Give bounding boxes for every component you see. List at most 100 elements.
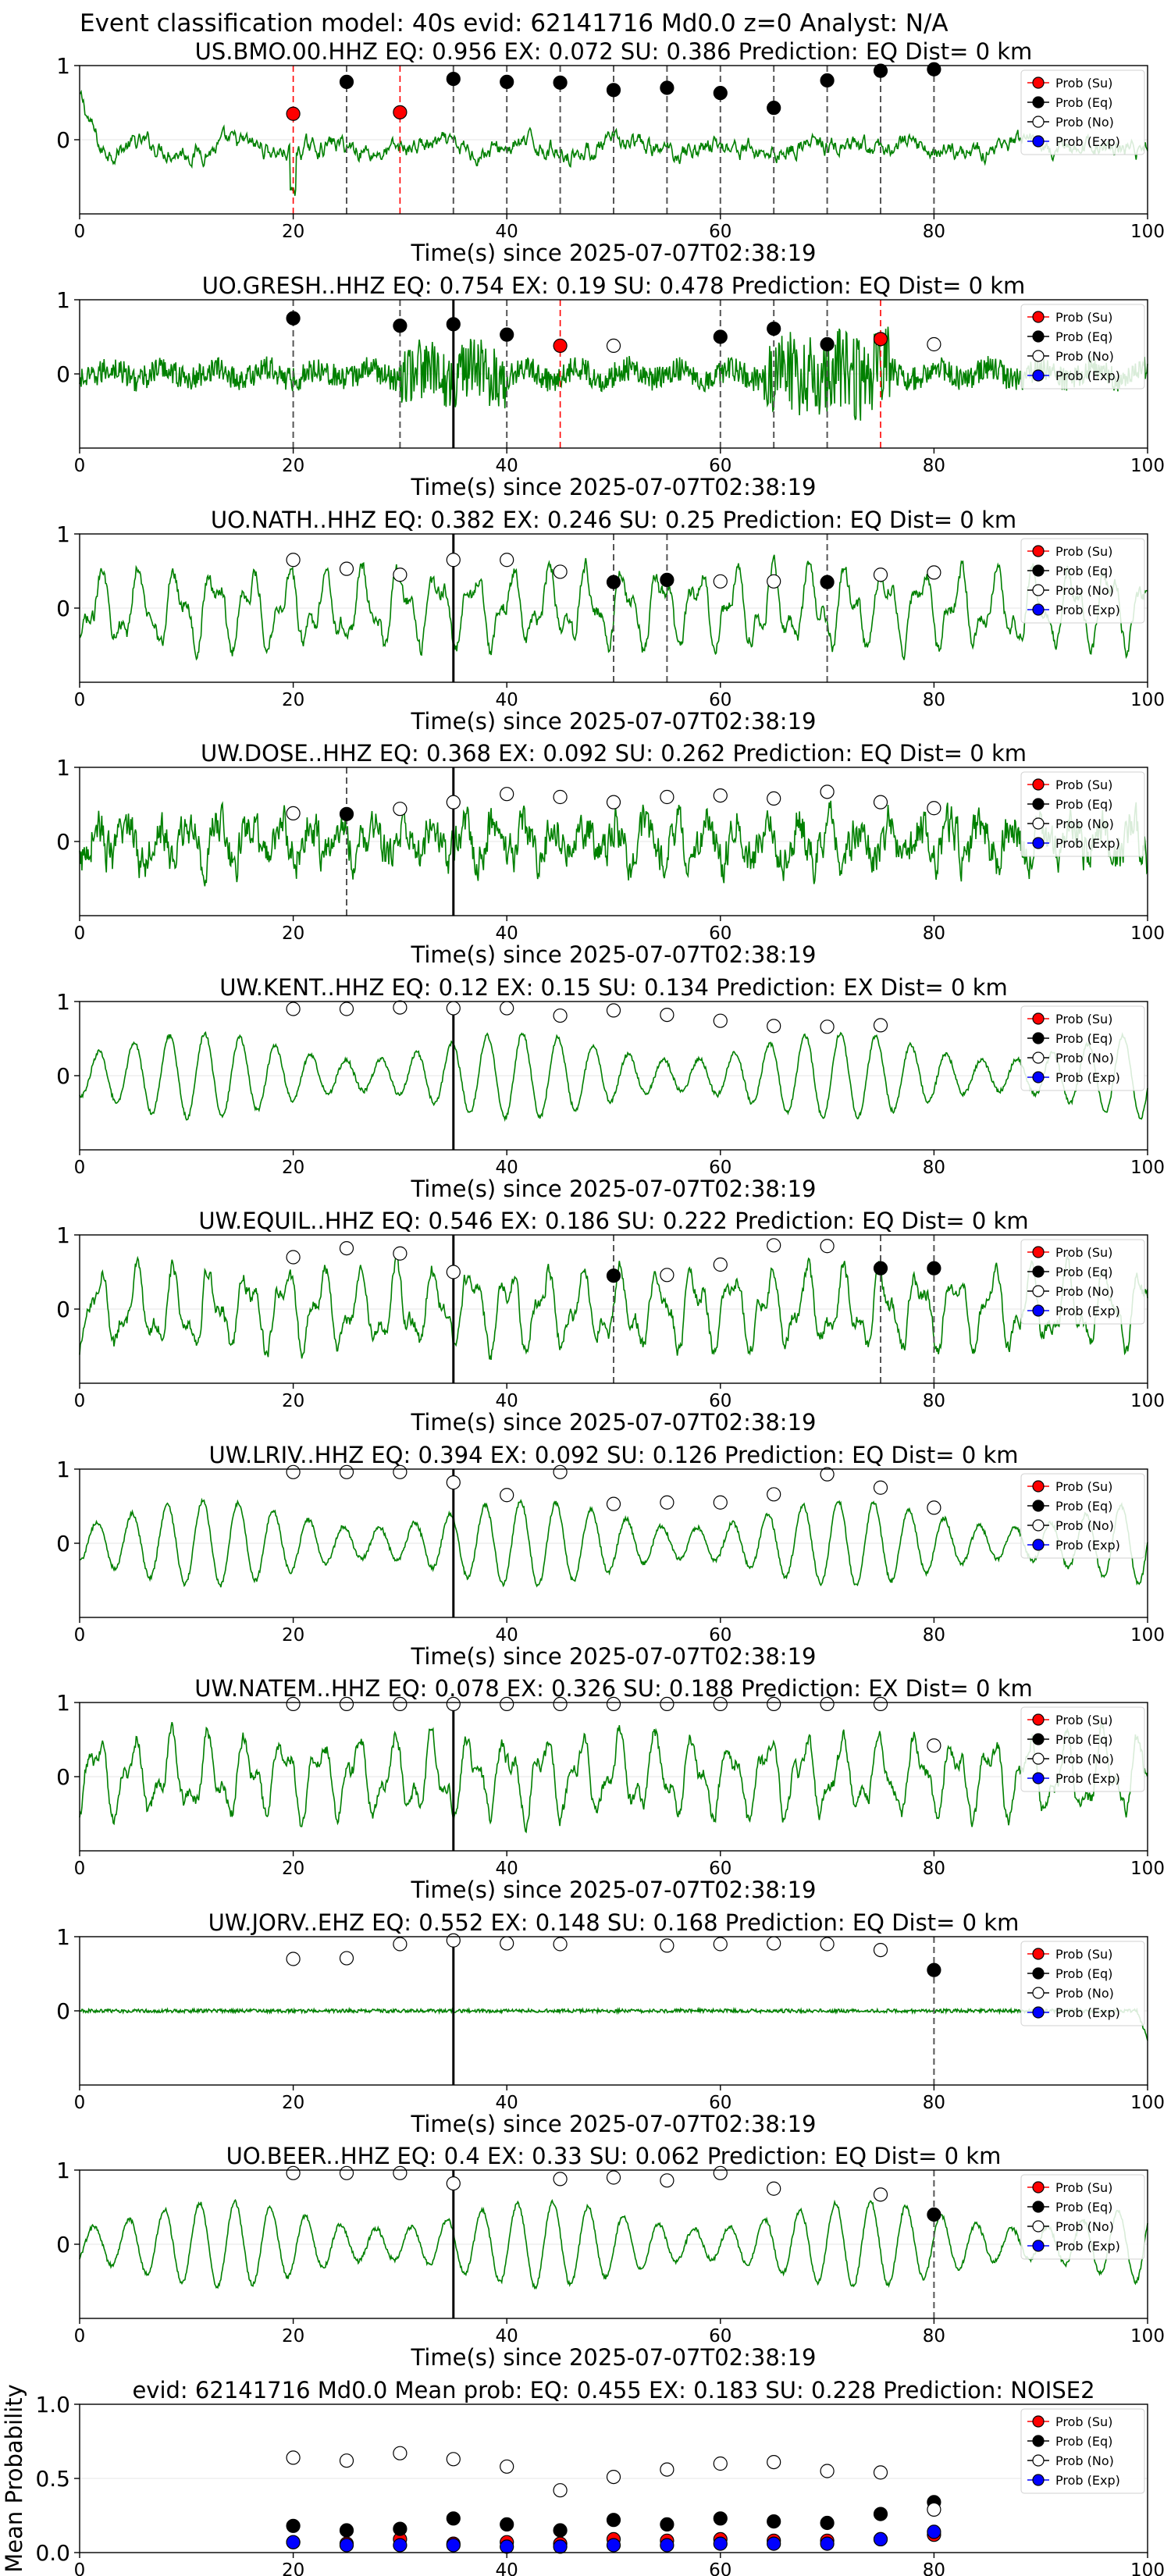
noise-prob-point (393, 1464, 408, 1479)
noise-prob-point (713, 1696, 728, 1711)
noise-prob-point (713, 2456, 728, 2471)
legend-label: Prob (Eq) (1055, 1966, 1112, 1981)
noise-prob-point (339, 2453, 354, 2468)
legend-label: Prob (No) (1055, 1752, 1114, 1767)
x-tick-label: 0 (74, 456, 86, 476)
noise-prob-point (927, 801, 941, 816)
y-tick-label: 0 (56, 1063, 70, 1089)
eq-prob-point (927, 62, 941, 76)
chart-panel-6: UW.EQUIL..HHZ EQ: 0.546 EX: 0.186 SU: 0.… (56, 1208, 1165, 1436)
noise-prob-point (393, 802, 408, 817)
waveform-trace (79, 800, 1148, 887)
y-tick-label: 0 (56, 127, 70, 153)
eq-prob-point (553, 2523, 568, 2538)
noise-prob-point (446, 795, 461, 809)
eq-prob-point (393, 2521, 408, 2536)
panel-title: UW.DOSE..HHZ EQ: 0.368 EX: 0.092 SU: 0.2… (201, 740, 1027, 767)
panel-title: UO.BEER..HHZ EQ: 0.4 EX: 0.33 SU: 0.062 … (226, 2143, 1002, 2169)
legend-marker (1032, 2181, 1045, 2194)
legend-label: Prob (Exp) (1055, 1538, 1120, 1553)
noise-prob-point (500, 1696, 514, 1711)
eq-prob-point (606, 83, 621, 98)
legend-label: Prob (Su) (1055, 1947, 1112, 1962)
x-tick-label: 60 (709, 456, 731, 476)
x-tick-label: 100 (1130, 690, 1165, 710)
noise-prob-point (767, 2181, 781, 2196)
legend-label: Prob (No) (1055, 2219, 1114, 2234)
waveform-trace (80, 89, 1148, 196)
x-tick-label: 20 (282, 456, 304, 476)
x-tick-label: 20 (282, 222, 304, 242)
legend-marker (1032, 135, 1045, 148)
legend-label: Prob (Su) (1055, 544, 1112, 559)
legend-label: Prob (Exp) (1055, 836, 1120, 851)
eq-prob-point (873, 2507, 888, 2521)
legend-label: Prob (Su) (1055, 1012, 1112, 1026)
noise-prob-point (500, 1936, 514, 1951)
y-tick-label: 1 (56, 287, 70, 313)
y-tick-label: 0 (56, 1297, 70, 1322)
panel-title: UW.EQUIL..HHZ EQ: 0.546 EX: 0.186 SU: 0.… (198, 1208, 1028, 1234)
noise-prob-point (286, 1464, 301, 1479)
noise-prob-point (393, 1696, 408, 1711)
eq-prob-point (927, 1962, 941, 1977)
eq-prob-point (286, 2518, 301, 2533)
x-tick-label: 0 (74, 1158, 86, 1178)
eq-prob-point (713, 2511, 728, 2526)
eq-prob-point (500, 74, 514, 90)
waveform-trace (79, 2006, 1148, 2041)
x-tick-label: 60 (709, 690, 731, 710)
x-axis-label: Time(s) since 2025-07-07T02:38:19 (411, 240, 817, 266)
x-tick-label: 100 (1130, 222, 1165, 242)
x-tick-label: 60 (709, 222, 731, 242)
eq-prob-point (767, 101, 781, 116)
noise-prob-point (393, 2165, 408, 2180)
x-tick-label: 20 (282, 2560, 304, 2576)
noise-prob-point (873, 2465, 888, 2480)
y-tick-label: 0 (56, 1531, 70, 1557)
legend-label: Prob (Exp) (1055, 2005, 1120, 2020)
x-tick-label: 100 (1130, 923, 1165, 944)
legend-label: Prob (Eq) (1055, 564, 1112, 578)
legend-label: Prob (Exp) (1055, 2239, 1120, 2254)
panel-title: UW.JORV..EHZ EQ: 0.552 EX: 0.148 SU: 0.1… (208, 1909, 1020, 1936)
exp-prob-point (767, 2536, 781, 2551)
legend-box (1020, 1239, 1145, 1325)
legend-box (1020, 304, 1145, 390)
legend-marker (1032, 1772, 1045, 1784)
x-axis-label: Time(s) since 2025-07-07T02:38:19 (411, 2344, 817, 2371)
y-tick-label: 0 (56, 596, 70, 621)
eq-prob-point (446, 317, 461, 332)
eq-prob-point (339, 806, 354, 821)
x-tick-label: 100 (1130, 1859, 1165, 1879)
chart-panel-2: UO.GRESH..HHZ EQ: 0.754 EX: 0.19 SU: 0.4… (56, 272, 1165, 500)
noise-prob-point (286, 806, 301, 821)
legend-marker (1032, 1285, 1045, 1297)
noise-prob-point (339, 1002, 354, 1016)
eq-prob-point (927, 1261, 941, 1276)
legend-marker (1032, 603, 1045, 616)
y-axis-label: Mean Probability (1, 2384, 27, 2573)
legend-label: Prob (No) (1055, 583, 1114, 598)
x-tick-label: 40 (496, 923, 518, 944)
waveform-trace (79, 1720, 1148, 1834)
noise-prob-point (446, 1265, 461, 1279)
legend-label: Prob (Eq) (1055, 329, 1112, 344)
noise-prob-point (713, 1013, 728, 1028)
exp-prob-point (393, 2538, 408, 2553)
legend-marker (1032, 2220, 1045, 2233)
x-tick-label: 80 (923, 1391, 945, 1411)
y-tick-label: 0 (56, 1998, 70, 2024)
legend-label: Prob (Eq) (1055, 1499, 1112, 1514)
noise-prob-point (393, 2446, 408, 2460)
x-axis-label: Time(s) since 2025-07-07T02:38:19 (411, 474, 817, 500)
noise-prob-point (553, 1464, 568, 1479)
noise-prob-point (820, 1937, 835, 1952)
legend-marker (1032, 1265, 1045, 1278)
legend-label: Prob (No) (1055, 349, 1114, 364)
noise-prob-point (660, 2462, 674, 2477)
noise-prob-point (553, 2172, 568, 2186)
legend-marker (1032, 350, 1045, 362)
x-tick-label: 0 (74, 2093, 86, 2113)
waveform-trace (79, 1031, 1148, 1123)
